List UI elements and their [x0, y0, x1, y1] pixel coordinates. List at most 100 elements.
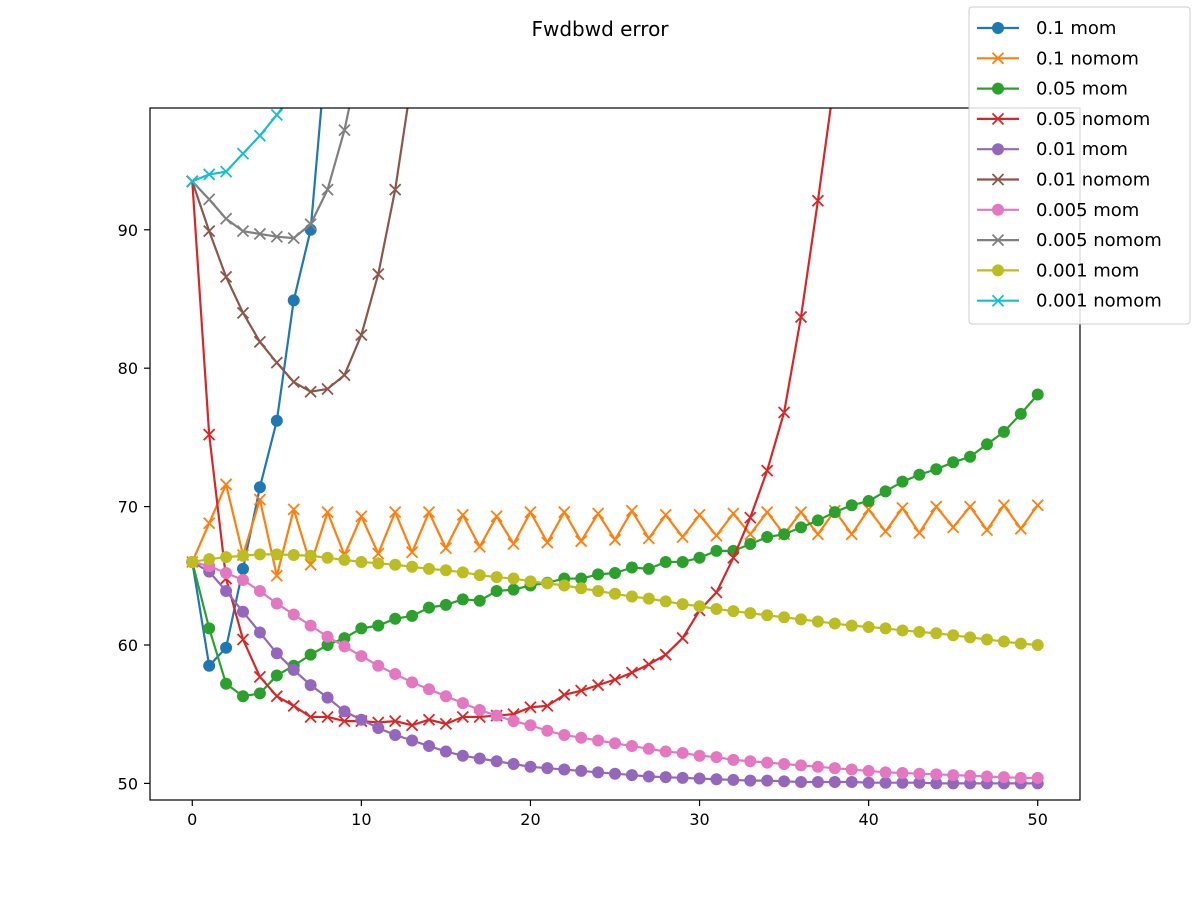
data-point	[947, 769, 960, 782]
data-point	[372, 547, 385, 560]
data-point	[609, 587, 621, 600]
data-point	[913, 526, 926, 540]
data-point	[422, 713, 436, 726]
data-point	[862, 621, 875, 633]
data-point	[947, 456, 960, 469]
data-point	[321, 638, 334, 651]
data-point	[625, 504, 639, 517]
legend-label: 0.005 nomom	[1036, 230, 1162, 251]
data-point	[913, 625, 926, 638]
data-point	[321, 630, 334, 643]
data-point	[642, 770, 655, 783]
data-point	[795, 613, 807, 626]
x-tick-label: 30	[689, 810, 709, 829]
data-point	[744, 511, 757, 524]
x-tick-label: 10	[351, 810, 371, 829]
data-point	[270, 356, 283, 369]
data-point	[642, 562, 655, 575]
legend-item: 0.1 mom	[977, 18, 1116, 39]
data-point	[761, 531, 774, 544]
data-point	[778, 775, 791, 788]
data-point	[423, 683, 435, 696]
data-point	[372, 659, 385, 672]
data-point	[862, 764, 875, 777]
data-point	[524, 505, 537, 519]
data-point	[236, 225, 250, 238]
y-tick-label: 70	[118, 498, 138, 517]
data-point	[203, 168, 216, 181]
data-point	[338, 368, 351, 382]
legend-marker	[992, 264, 1004, 277]
data-point	[1031, 771, 1044, 784]
data-point	[744, 537, 757, 550]
data-point	[237, 573, 249, 586]
data-point	[558, 728, 571, 741]
data-point	[778, 528, 791, 541]
data-point	[439, 541, 453, 555]
data-point	[203, 517, 216, 530]
data-point	[389, 612, 402, 625]
data-point	[338, 705, 351, 718]
data-point	[287, 549, 300, 562]
data-point	[811, 776, 824, 789]
data-point	[406, 734, 419, 747]
data-point	[828, 776, 841, 789]
data-point	[981, 633, 993, 646]
data-point	[558, 505, 571, 519]
data-point	[727, 507, 740, 520]
data-point	[287, 503, 300, 516]
legend-label: 0.05 mom	[1036, 79, 1128, 100]
data-point	[287, 699, 300, 713]
legend-item: 0.005 nomom	[977, 230, 1162, 251]
data-point	[338, 632, 351, 645]
data-point	[981, 770, 993, 783]
data-point	[609, 767, 621, 780]
data-point	[1014, 771, 1027, 784]
data-point	[727, 551, 740, 564]
data-point	[270, 569, 283, 582]
data-point	[710, 773, 723, 786]
data-point	[541, 699, 554, 713]
data-point	[236, 306, 250, 319]
data-point	[287, 294, 300, 307]
data-point	[1031, 388, 1044, 401]
legend-marker	[992, 143, 1004, 156]
data-point	[220, 585, 233, 598]
data-point	[507, 572, 520, 585]
data-point	[439, 598, 452, 611]
legend-marker	[991, 112, 1005, 126]
data-point	[727, 753, 740, 766]
data-point	[947, 777, 960, 790]
legend-label: 0.01 nomom	[1036, 170, 1150, 191]
data-point	[220, 641, 233, 654]
data-point	[828, 762, 841, 775]
legend-label: 0.01 mom	[1036, 139, 1128, 160]
data-point	[693, 551, 706, 564]
data-point	[372, 557, 385, 570]
data-point	[794, 310, 808, 324]
data-point	[964, 631, 977, 644]
series-2	[186, 388, 1044, 703]
x-tick-label: 50	[1028, 810, 1048, 829]
data-point	[456, 593, 469, 606]
data-point	[811, 194, 825, 207]
data-point	[439, 564, 452, 577]
data-point	[811, 760, 824, 773]
data-point	[608, 533, 622, 546]
data-point	[879, 525, 892, 538]
data-point	[287, 663, 300, 676]
data-point	[253, 335, 267, 349]
data-point	[575, 572, 588, 585]
data-point	[964, 450, 977, 463]
axes: 0 10 20 30 40 50 50 60 70 80 90	[118, 221, 1048, 829]
data-point	[575, 731, 588, 744]
data-point	[237, 549, 249, 562]
data-point	[253, 687, 266, 700]
data-point	[744, 774, 757, 787]
data-point	[980, 523, 994, 537]
series-line	[191, 108, 409, 393]
data-point	[591, 678, 605, 692]
data-point	[676, 746, 689, 759]
legend-label: 0.1 nomom	[1036, 48, 1139, 69]
data-point	[659, 595, 672, 608]
